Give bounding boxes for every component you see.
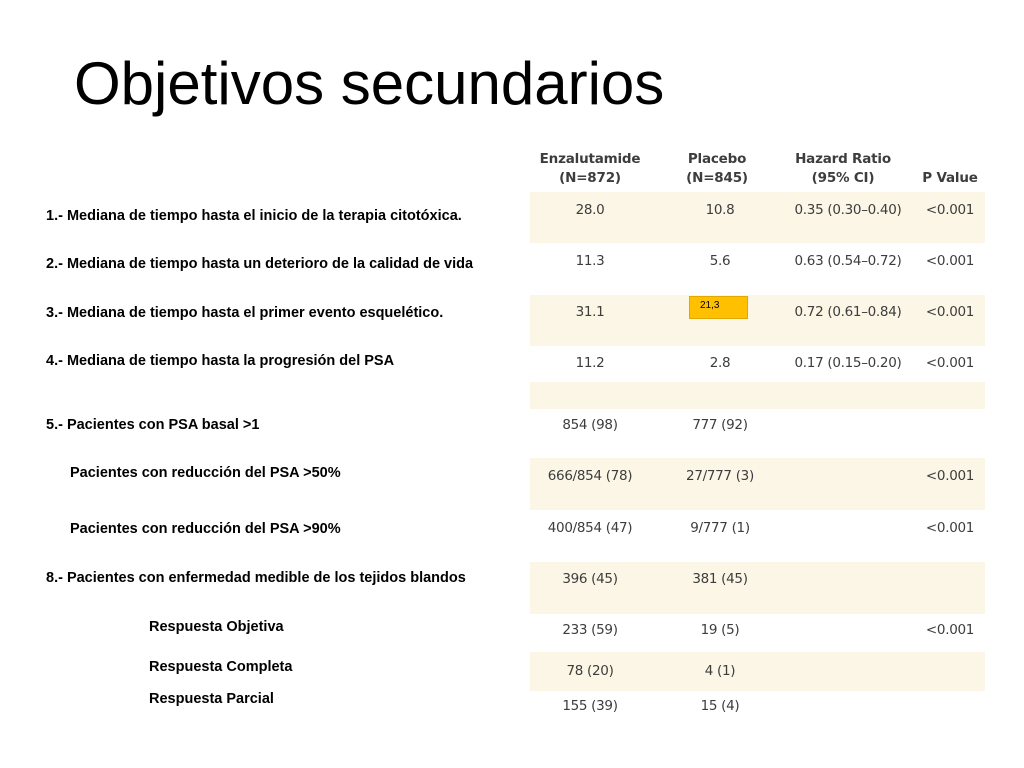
cell-enzalutamide: 233 (59): [562, 622, 618, 638]
cell-enzalutamide: 78 (20): [566, 663, 614, 679]
header-p-value: P Value: [918, 169, 982, 188]
cell-placebo: 381 (45): [692, 571, 748, 587]
header-p-value-name: P Value: [922, 170, 978, 186]
cell-p-value: <0.001: [925, 304, 975, 320]
header-placebo-n: (N=845): [686, 170, 748, 186]
cell-placebo: 5.6: [709, 253, 731, 269]
cell-p-value: <0.001: [925, 468, 975, 484]
row-label: 4.- Mediana de tiempo hasta la progresió…: [46, 353, 395, 369]
cell-p-value: <0.001: [925, 202, 975, 218]
row-label: Respuesta Objetiva: [149, 619, 284, 635]
row-label: Respuesta Completa: [149, 659, 293, 675]
header-placebo-name: Placebo: [687, 151, 747, 167]
cell-enzalutamide: 155 (39): [562, 698, 618, 714]
cell-enzalutamide: 28.0: [575, 202, 605, 218]
cell-placebo: 27/777 (3): [686, 468, 754, 484]
header-enzalutamide-name: Enzalutamide: [539, 151, 641, 167]
slide-title: Objetivos secundarios: [74, 50, 665, 117]
cell-placebo: 10.8: [705, 202, 735, 218]
cell-enzalutamide: 854 (98): [562, 417, 618, 433]
cell-hazard-ratio: 0.63 (0.54–0.72): [794, 253, 902, 269]
row-band: [530, 562, 985, 614]
cell-placebo: 9/777 (1): [690, 520, 750, 536]
cell-placebo: 2.8: [709, 355, 731, 371]
row-label: Pacientes con reducción del PSA >50%: [70, 465, 341, 481]
cell-enzalutamide: 11.2: [575, 355, 605, 371]
row-label: Respuesta Parcial: [149, 691, 274, 707]
header-hazard-ratio-name: Hazard Ratio: [795, 151, 891, 167]
cell-placebo: 15 (4): [700, 698, 740, 714]
row-label: 5.- Pacientes con PSA basal >1: [46, 417, 260, 433]
header-enzalutamide-n: (N=872): [559, 170, 621, 186]
cell-p-value: <0.001: [925, 355, 975, 371]
cell-enzalutamide: 400/854 (47): [547, 520, 633, 536]
cell-enzalutamide: 11.3: [575, 253, 605, 269]
row-band: [530, 458, 985, 510]
cell-hazard-ratio: 0.17 (0.15–0.20): [794, 355, 902, 371]
row-label: 3.- Mediana de tiempo hasta el primer ev…: [46, 305, 444, 321]
row-label: 1.- Mediana de tiempo hasta el inicio de…: [46, 208, 462, 224]
cell-p-value: <0.001: [925, 622, 975, 638]
cell-enzalutamide: 666/854 (78): [547, 468, 633, 484]
header-enzalutamide: Enzalutamide (N=872): [530, 150, 650, 188]
row-band: [530, 652, 985, 691]
cell-hazard-ratio: 0.35 (0.30–0.40): [794, 202, 902, 218]
cell-enzalutamide: 396 (45): [562, 571, 618, 587]
header-placebo: Placebo (N=845): [662, 150, 772, 188]
cell-hazard-ratio: 0.72 (0.61–0.84): [794, 304, 902, 320]
row-label: 2.- Mediana de tiempo hasta un deterioro…: [46, 256, 474, 272]
cell-placebo: 4 (1): [704, 663, 736, 679]
header-hazard-ratio: Hazard Ratio (95% CI): [778, 150, 908, 188]
row-band: [530, 295, 985, 346]
cell-p-value: <0.001: [925, 253, 975, 269]
highlight-note: 21,3: [689, 296, 748, 319]
header-hazard-ratio-ci: (95% CI): [811, 170, 875, 186]
row-label: 8.- Pacientes con enfermedad medible de …: [46, 570, 466, 586]
cell-placebo: 19 (5): [700, 622, 740, 638]
row-band: [530, 192, 985, 243]
row-label: Pacientes con reducción del PSA >90%: [70, 521, 341, 537]
cell-placebo: 777 (92): [692, 417, 748, 433]
row-band: [530, 382, 985, 409]
cell-enzalutamide: 31.1: [575, 304, 605, 320]
cell-p-value: <0.001: [925, 520, 975, 536]
